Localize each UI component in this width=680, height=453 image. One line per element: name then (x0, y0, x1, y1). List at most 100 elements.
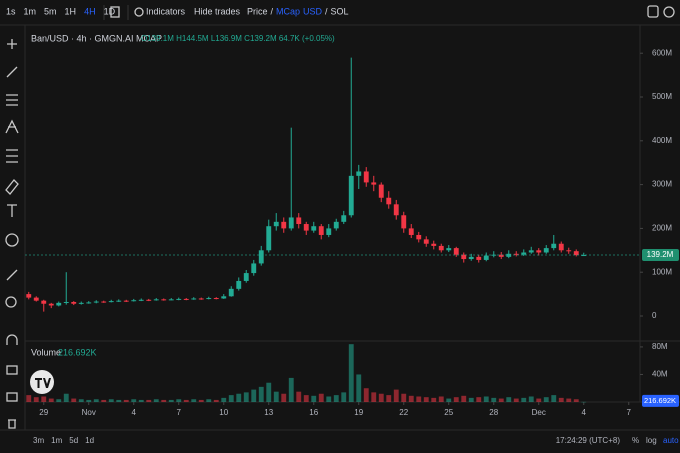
volume-bar (161, 399, 167, 402)
volume-bar (498, 398, 504, 402)
y-tick-label: 300M (652, 180, 672, 189)
x-tick-label: 16 (309, 408, 318, 417)
indicators-button[interactable]: Indicators (146, 6, 186, 16)
price-mode-toggle[interactable]: MCap (276, 6, 300, 16)
auto-toggle[interactable]: auto (663, 436, 679, 445)
candle-body (438, 245, 444, 251)
candle-body (378, 184, 384, 198)
interval-button[interactable]: 1H (65, 6, 77, 16)
magnet-tool[interactable] (6, 334, 18, 345)
brush-tool[interactable] (5, 179, 19, 195)
x-tick-label: 4 (582, 408, 587, 417)
volume-bar (401, 393, 407, 402)
candle-body (86, 302, 92, 304)
emoji-tool[interactable] (5, 233, 19, 247)
candle-body (33, 297, 39, 301)
volume-bar (183, 399, 189, 402)
candle-body (251, 263, 257, 274)
interval-button[interactable]: 5m (44, 6, 57, 16)
volume-bar (243, 392, 249, 402)
candle-body (318, 226, 324, 235)
projection-tool[interactable] (6, 149, 18, 163)
fib-tool[interactable] (6, 94, 18, 106)
price-mode-toggle[interactable]: / (271, 6, 274, 16)
last-price-tag (642, 249, 679, 262)
last-volume-tag (642, 394, 679, 407)
volume-bar (153, 399, 159, 402)
candle-body (303, 224, 309, 231)
volume-bar (288, 377, 294, 402)
volume-bar (536, 398, 542, 402)
currency-toggle[interactable]: USD (303, 6, 323, 16)
measure-tool[interactable] (6, 269, 18, 281)
volume-bar (56, 399, 62, 402)
text-tool[interactable] (7, 204, 17, 217)
snapshot-icon[interactable] (647, 5, 659, 18)
indicators-icon[interactable] (134, 7, 144, 17)
price-mode-toggle[interactable]: Price (247, 6, 268, 16)
x-tick-label: 19 (354, 408, 363, 417)
pattern-tool[interactable] (5, 119, 19, 134)
trend-line-tool[interactable] (6, 66, 18, 78)
volume-bar (78, 399, 84, 402)
candle-body (423, 239, 429, 244)
volume-bar (138, 399, 144, 402)
candle-body (498, 254, 504, 257)
volume-bar (371, 392, 377, 402)
candle-body (566, 250, 572, 252)
interval-button[interactable]: 1D (104, 6, 116, 16)
settings-icon[interactable] (663, 6, 675, 18)
interval-button[interactable]: 1m (24, 6, 37, 16)
percent-toggle[interactable]: % (632, 436, 639, 445)
candle-body (221, 296, 227, 299)
volume-bar (33, 397, 39, 402)
volume-bar (251, 389, 257, 402)
candle-body (108, 301, 114, 303)
candle-body (161, 299, 167, 301)
delete-tool[interactable] (8, 419, 16, 429)
drawing-toolbar (5, 39, 19, 429)
range-button[interactable]: 5d (69, 436, 78, 445)
hide-trades-button[interactable]: Hide trades (194, 6, 241, 16)
candle-body (258, 250, 264, 264)
y-tick-label: 500M (652, 92, 672, 101)
volume-bar (213, 399, 219, 402)
volume-bar (318, 393, 324, 402)
volume-bar (566, 398, 572, 402)
candle-body (341, 215, 347, 222)
candle-body (356, 171, 362, 176)
log-toggle[interactable]: log (646, 436, 657, 445)
candle-body (288, 217, 294, 229)
candle-body (48, 303, 54, 306)
volume-bar (168, 399, 174, 402)
candle-body (281, 221, 287, 229)
volume-bar (543, 397, 549, 402)
candle-body (243, 273, 249, 281)
range-button[interactable]: 1d (85, 436, 94, 445)
crosshair-tool[interactable] (7, 39, 17, 49)
range-button[interactable]: 1m (51, 436, 62, 445)
volume-tick-label: 80M (652, 342, 668, 351)
candle-body (266, 226, 272, 251)
currency-toggle[interactable]: / (325, 6, 328, 16)
volume-bar (573, 399, 579, 402)
interval-button[interactable]: 4H (84, 6, 96, 16)
volume-bar (453, 397, 459, 402)
candle-body (78, 302, 84, 304)
volume-bar (348, 344, 354, 402)
candle-body (558, 243, 564, 251)
zoom-tool[interactable] (5, 296, 17, 308)
lock-tool[interactable] (6, 365, 18, 375)
candle-body (348, 175, 354, 216)
candle-body (408, 228, 414, 235)
range-button[interactable]: 3m (33, 436, 44, 445)
chart-type-icon[interactable] (110, 6, 120, 18)
volume-bar (48, 398, 54, 402)
candle-body (63, 301, 69, 303)
hide-tool[interactable] (6, 392, 18, 402)
volume-bar (528, 396, 534, 402)
interval-button[interactable]: 1s (6, 6, 16, 16)
x-tick-label: 25 (444, 408, 453, 417)
volume-bar (378, 393, 384, 402)
currency-toggle[interactable]: SOL (331, 6, 349, 16)
